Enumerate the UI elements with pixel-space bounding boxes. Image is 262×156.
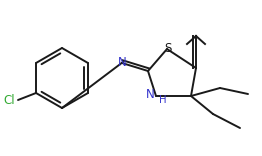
Text: S: S (164, 41, 172, 54)
Text: N: N (146, 88, 155, 102)
Text: N: N (118, 56, 126, 68)
Text: H: H (159, 95, 166, 105)
Text: Cl: Cl (3, 95, 15, 107)
